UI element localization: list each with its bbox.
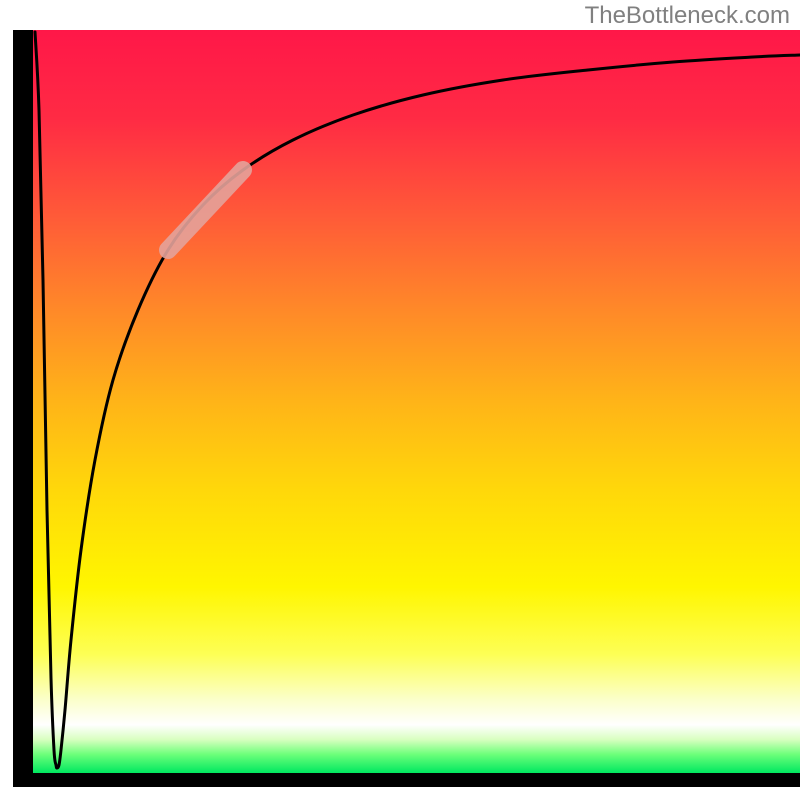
attribution-text: TheBottleneck.com <box>585 2 790 30</box>
plot-area <box>33 30 800 773</box>
gradient-background <box>33 30 800 773</box>
y-axis <box>13 30 33 787</box>
x-axis <box>13 773 800 787</box>
chart-root: TheBottleneck.com <box>0 0 800 800</box>
